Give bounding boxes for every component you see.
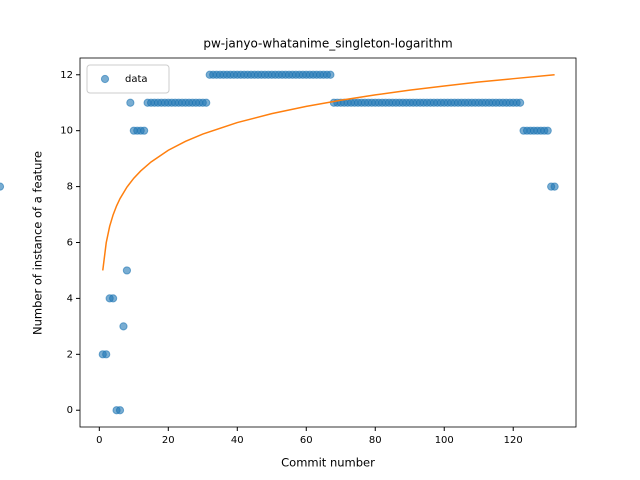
point [115,406,125,415]
x-tick-label: 80 [369,435,382,446]
point [543,126,552,135]
x-tick-label: 100 [435,435,454,446]
y-tick-label: 2 [67,349,73,360]
plot-frame [79,57,577,428]
y-tick-label: 0 [67,405,73,416]
legend-label: data [125,74,148,85]
x-tick-label: 0 [96,435,102,446]
x-axis-label: Commit number [281,456,375,470]
y-tick-label: 12 [60,70,73,81]
point [516,98,525,107]
chart-title: pw-janyo-whatanime_singleton-logarithm [203,37,452,51]
y-tick-label: 4 [67,293,73,304]
y-tick-label: 10 [60,126,73,137]
point [202,98,211,107]
point [109,294,118,303]
legend-marker [100,74,110,84]
point [326,70,335,79]
x-tick-label: 40 [231,435,244,446]
legend-box [86,64,170,94]
x-tick-label: 60 [300,435,313,446]
point [102,350,111,359]
fit-line [102,74,555,271]
x-tick-label: 120 [504,435,523,446]
point [122,266,132,275]
point [0,182,5,191]
point [140,126,149,135]
point [119,322,128,331]
point [126,98,135,107]
point [550,182,559,191]
y-axis-label: Number of instance of a feature [31,151,45,335]
y-tick-label: 6 [67,238,73,249]
y-tick-label: 8 [67,182,73,193]
x-tick-label: 20 [162,435,175,446]
